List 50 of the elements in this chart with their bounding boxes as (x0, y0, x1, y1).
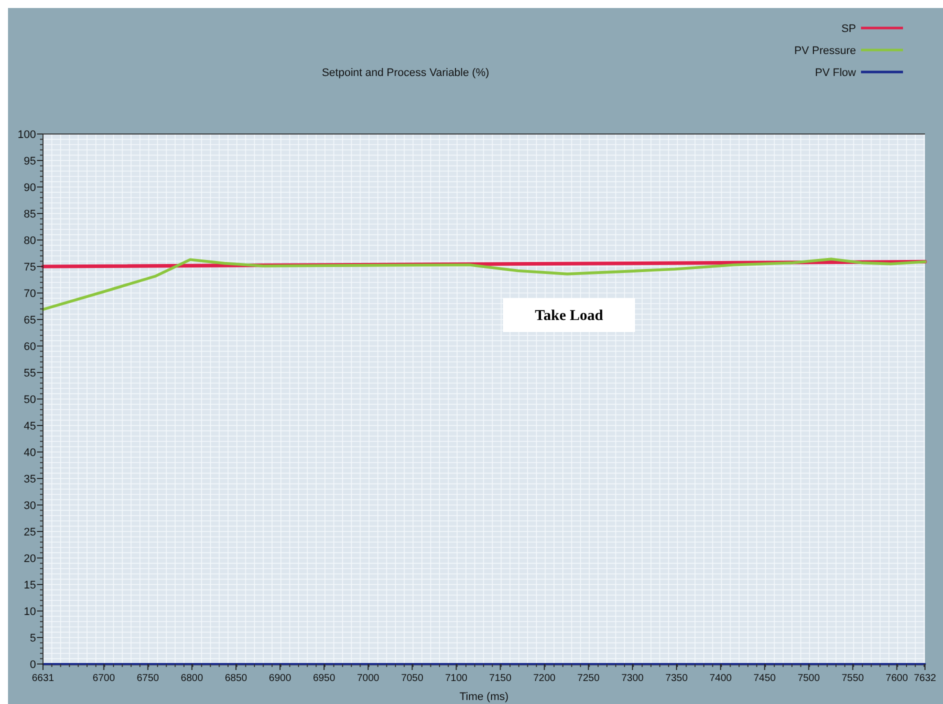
chart-title: Setpoint and Process Variable (%) (322, 67, 490, 79)
y-tick-label: 100 (18, 129, 36, 141)
x-tick-label: 7200 (533, 673, 556, 684)
x-tick-label: 6850 (224, 673, 248, 684)
y-tick-label: 5 (30, 632, 36, 644)
x-tick-label: 6950 (312, 673, 336, 684)
x-tick-label: 7100 (445, 673, 468, 684)
x-tick-label: 6750 (136, 673, 160, 684)
y-tick-label: 65 (24, 314, 36, 326)
line-series (42, 258, 926, 311)
y-tick-label: 70 (24, 288, 36, 300)
y-tick-label: 75 (24, 262, 36, 274)
x-tick-label: 7632 (914, 673, 937, 684)
y-tick-label: 50 (24, 394, 36, 406)
y-tick-label: 40 (24, 447, 36, 459)
y-tick-label: 55 (24, 368, 36, 380)
y-tick-label: 80 (24, 235, 36, 247)
x-tick-label: 7000 (357, 673, 380, 684)
x-tick-label: 6800 (180, 673, 204, 684)
y-tick-label: 45 (24, 420, 36, 432)
x-tick-label: 7350 (665, 673, 688, 684)
x-tick-label: 7500 (798, 673, 820, 684)
y-tick-label: 25 (24, 526, 36, 538)
y-tick-label: 90 (24, 182, 36, 194)
x-tick-label: 7150 (489, 673, 512, 684)
x-tick-label: 7300 (621, 673, 644, 684)
legend-label: PV Flow (815, 67, 856, 79)
y-tick-label: 95 (24, 156, 36, 168)
legend-label: SP (841, 23, 856, 35)
x-tick-label: 7600 (886, 673, 908, 684)
note-box: Take Load (503, 298, 635, 332)
x-tick-label: 7400 (709, 673, 732, 684)
x-tick-label: 7550 (842, 673, 864, 684)
y-tick-label: 60 (24, 341, 36, 353)
annotation: Take Load (534, 308, 604, 324)
y-tick-label: 30 (24, 500, 36, 512)
legend-label: PV Pressure (794, 45, 856, 57)
y-tick-label: 35 (24, 474, 36, 486)
y-tick-label: 10 (24, 606, 36, 618)
y-tick-label: 20 (24, 553, 36, 565)
x-tick-label: 6900 (268, 673, 292, 684)
x-tick-label: 7250 (577, 673, 600, 684)
x-axis-title: Time (ms) (459, 691, 509, 703)
x-tick-label: 6700 (92, 673, 116, 684)
y-tick-label: 0 (30, 659, 36, 671)
x-tick-label: 7450 (754, 673, 776, 684)
y-tick-label: 85 (24, 208, 36, 220)
x-tick-label: 6631 (32, 673, 55, 684)
x-tick-label: 7050 (401, 673, 424, 684)
y-tick-label: 15 (24, 580, 36, 592)
